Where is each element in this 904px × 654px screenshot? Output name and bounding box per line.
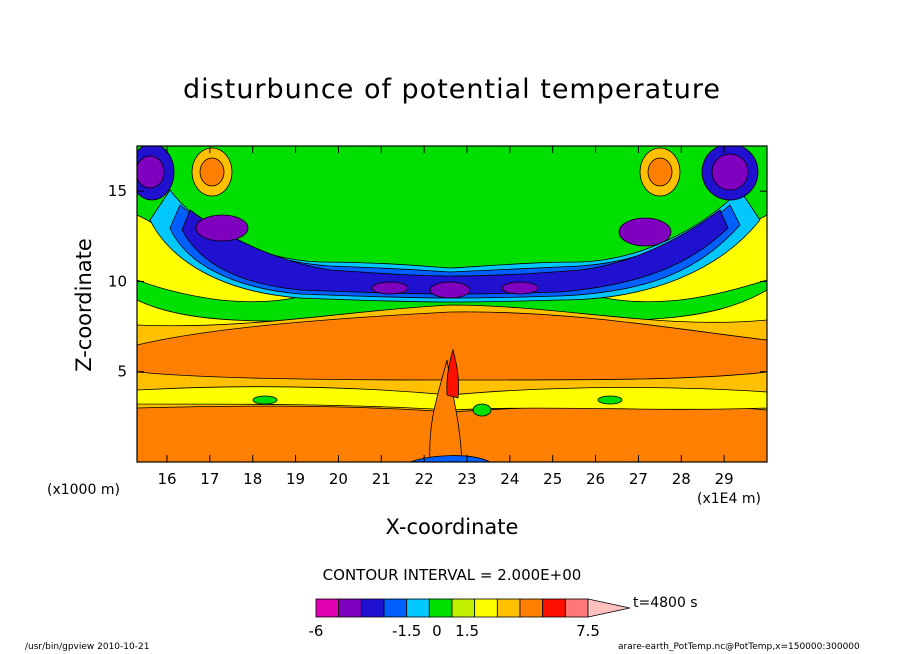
core-purple-2 (429, 281, 471, 299)
colorbar-segment (496, 598, 521, 618)
x-tick-label: 28 (672, 470, 691, 488)
core-purple-5 (501, 281, 539, 295)
x-tick-label: 19 (286, 470, 305, 488)
corner-orange-left-core (199, 157, 225, 187)
colorbar-segment (474, 598, 498, 618)
footer-left: /usr/bin/gpview 2010-10-21 (25, 642, 150, 652)
colorbar-segment (564, 598, 589, 618)
x-tick-label: 16 (157, 470, 176, 488)
x-tick-label: 22 (415, 470, 434, 488)
x-tick-label: 26 (586, 470, 605, 488)
x-tick-label: 25 (543, 470, 562, 488)
plume-red (446, 348, 460, 399)
corner-purple-right (711, 153, 749, 191)
x-tick-label: 27 (629, 470, 648, 488)
y-tick-label: 5 (117, 363, 127, 381)
colorbar-segment (451, 598, 476, 618)
core-purple-4 (371, 281, 409, 295)
y-axis: 5 10 15 (108, 182, 767, 381)
colorbar-triangle (587, 598, 631, 618)
plume-orange (429, 359, 463, 462)
colorbar-tick-label: 0 (432, 622, 442, 640)
layer-orange (137, 311, 767, 381)
colorbar-segment (542, 598, 566, 618)
green-spot-right (597, 395, 623, 405)
corner-purple-left (137, 155, 165, 189)
x-tick-label: 20 (329, 470, 348, 488)
colorbar-segment (428, 598, 453, 618)
colorbar-tick-label: -6 (309, 622, 324, 640)
core-purple-1 (195, 214, 249, 242)
corner-orange-right-core (647, 157, 673, 187)
contour-field (137, 146, 767, 462)
plume-green (472, 403, 492, 417)
colorbar-tick-label: 1.5 (455, 622, 479, 640)
x-tick-label: 18 (243, 470, 262, 488)
colorbar-segment (519, 598, 544, 618)
y-axis-label: Z-coordinate (72, 238, 96, 372)
chart-title: disturbunce of potential temperature (183, 74, 721, 105)
y-tick-label: 15 (108, 182, 127, 200)
band-darkblue (181, 209, 729, 295)
x-tick-label: 21 (372, 470, 391, 488)
x-tick-label: 17 (200, 470, 219, 488)
x-tick-label: 24 (500, 470, 519, 488)
green-spot-left (252, 395, 278, 405)
x-axis: 16 17 18 19 20 21 22 23 24 25 26 27 28 29 (157, 146, 734, 488)
x-tick-label: 23 (457, 470, 476, 488)
footer-right: arare-earth_PotTemp.nc@PotTemp,x=150000:… (618, 642, 860, 652)
colorbar-tick-label: 7.5 (576, 622, 600, 640)
colorbar-tick-label: -1.5 (392, 622, 421, 640)
contour-interval-label: CONTOUR INTERVAL = 2.000E+00 (322, 566, 582, 584)
colorbar-segment (383, 598, 408, 618)
time-label: t=4800 s (633, 595, 698, 611)
colorbar-segment (360, 598, 385, 618)
x-unit-right: (x1E4 m) (697, 491, 761, 507)
colorbar: -6 -1.5 0 1.5 7.5 (309, 598, 631, 640)
colorbar-segment (315, 598, 340, 618)
colorbar-segment (406, 598, 430, 618)
y-tick-label: 10 (108, 272, 127, 290)
colorbar-segment (338, 598, 362, 618)
plot-frame (136, 145, 768, 463)
core-purple-3 (618, 217, 672, 247)
x-axis-label: X-coordinate (385, 515, 519, 539)
x-unit-left: (x1000 m) (47, 482, 120, 498)
x-tick-label: 29 (715, 470, 734, 488)
